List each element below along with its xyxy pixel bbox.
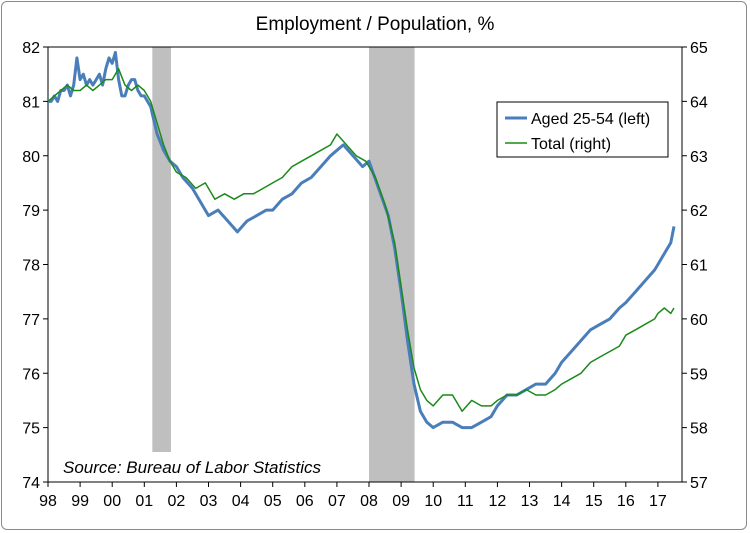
x-tick-label: 99 bbox=[71, 493, 89, 510]
legend-label-aged-25-54: Aged 25-54 (left) bbox=[531, 111, 650, 128]
x-tick-label: 11 bbox=[457, 493, 474, 510]
left-tick-label: 81 bbox=[22, 94, 40, 111]
x-tick-label: 16 bbox=[617, 493, 635, 510]
right-tick-label: 60 bbox=[690, 312, 708, 329]
left-tick-label: 74 bbox=[22, 475, 40, 492]
x-tick-label: 00 bbox=[103, 493, 121, 510]
source-note: Source: Bureau of Labor Statistics bbox=[63, 458, 321, 477]
left-axis-ticks: 74 75 76 77 78 79 80 81 82 bbox=[22, 40, 48, 492]
right-axis-ticks: 57 58 59 60 61 62 63 64 65 bbox=[682, 40, 708, 492]
x-tick-label: 98 bbox=[39, 493, 57, 510]
series-line-aged-25-54 bbox=[48, 50, 676, 430]
legend: Aged 25-54 (left) Total (right) bbox=[496, 101, 669, 158]
x-tick-label: 05 bbox=[264, 493, 282, 510]
x-tick-label: 01 bbox=[135, 493, 153, 510]
right-tick-label: 65 bbox=[690, 40, 708, 57]
legend-label-total: Total (right) bbox=[531, 136, 611, 153]
recession-bar bbox=[369, 47, 415, 482]
right-tick-label: 61 bbox=[690, 258, 708, 275]
right-tick-label: 58 bbox=[690, 421, 708, 438]
series-lines bbox=[47, 50, 676, 430]
x-axis-ticks: 98 99 00 01 02 03 04 05 06 07 08 09 10 11 12 13 14 15 16 17 bbox=[39, 482, 667, 510]
x-tick-label: 13 bbox=[521, 493, 539, 510]
recession-bar bbox=[152, 47, 171, 452]
x-tick-label: 02 bbox=[168, 493, 186, 510]
x-tick-label: 12 bbox=[489, 493, 507, 510]
x-tick-label: 14 bbox=[553, 493, 571, 510]
x-tick-label: 17 bbox=[649, 493, 667, 510]
x-tick-label: 10 bbox=[424, 493, 442, 510]
left-tick-label: 82 bbox=[22, 40, 40, 57]
x-tick-label: 07 bbox=[328, 493, 346, 510]
left-tick-label: 77 bbox=[22, 312, 40, 329]
recession-shading bbox=[152, 47, 415, 482]
left-tick-label: 78 bbox=[22, 258, 40, 275]
legend-box bbox=[496, 101, 669, 158]
x-tick-label: 06 bbox=[296, 493, 314, 510]
right-tick-label: 59 bbox=[690, 366, 708, 383]
right-tick-label: 57 bbox=[690, 475, 708, 492]
right-tick-label: 62 bbox=[690, 203, 708, 220]
chart-title: Employment / Population, % bbox=[256, 14, 495, 35]
x-tick-label: 03 bbox=[200, 493, 218, 510]
x-tick-label: 04 bbox=[232, 493, 250, 510]
left-tick-label: 75 bbox=[22, 421, 40, 438]
x-tick-label: 08 bbox=[360, 493, 378, 510]
left-tick-label: 80 bbox=[22, 149, 40, 166]
x-tick-label: 09 bbox=[392, 493, 410, 510]
left-tick-label: 76 bbox=[22, 366, 40, 383]
x-tick-label: 15 bbox=[585, 493, 603, 510]
left-tick-label: 79 bbox=[22, 203, 40, 220]
right-tick-label: 64 bbox=[690, 94, 708, 111]
right-tick-label: 63 bbox=[690, 149, 708, 166]
series-line-total bbox=[47, 68, 675, 413]
